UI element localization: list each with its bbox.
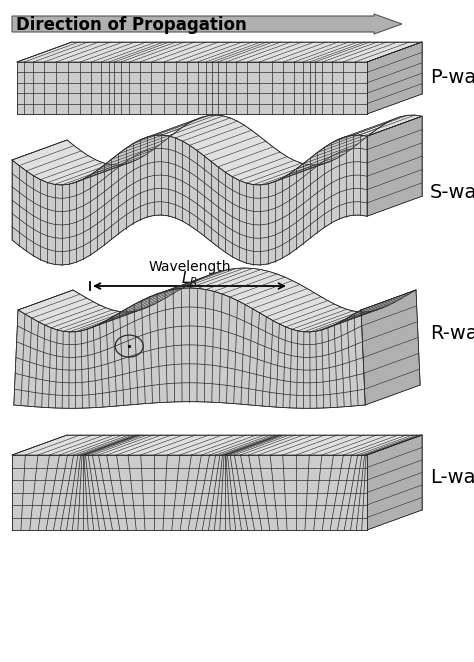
Polygon shape <box>17 42 422 62</box>
Polygon shape <box>12 435 422 455</box>
Text: L-wave: L-wave <box>430 468 474 487</box>
Polygon shape <box>367 117 422 216</box>
Polygon shape <box>12 115 422 185</box>
Text: Direction of Propagation: Direction of Propagation <box>16 16 247 34</box>
Text: P-wave: P-wave <box>430 68 474 87</box>
Polygon shape <box>17 62 367 114</box>
Text: Wavelength: Wavelength <box>148 260 231 274</box>
FancyArrow shape <box>12 14 402 34</box>
Polygon shape <box>361 290 420 405</box>
Polygon shape <box>12 135 367 265</box>
Polygon shape <box>367 435 422 530</box>
Text: S-wave: S-wave <box>430 183 474 201</box>
Polygon shape <box>18 268 416 332</box>
Polygon shape <box>367 42 422 114</box>
Polygon shape <box>14 288 365 408</box>
Text: R-wave: R-wave <box>430 324 474 344</box>
Text: $L_R$: $L_R$ <box>181 269 198 288</box>
Polygon shape <box>12 455 367 530</box>
